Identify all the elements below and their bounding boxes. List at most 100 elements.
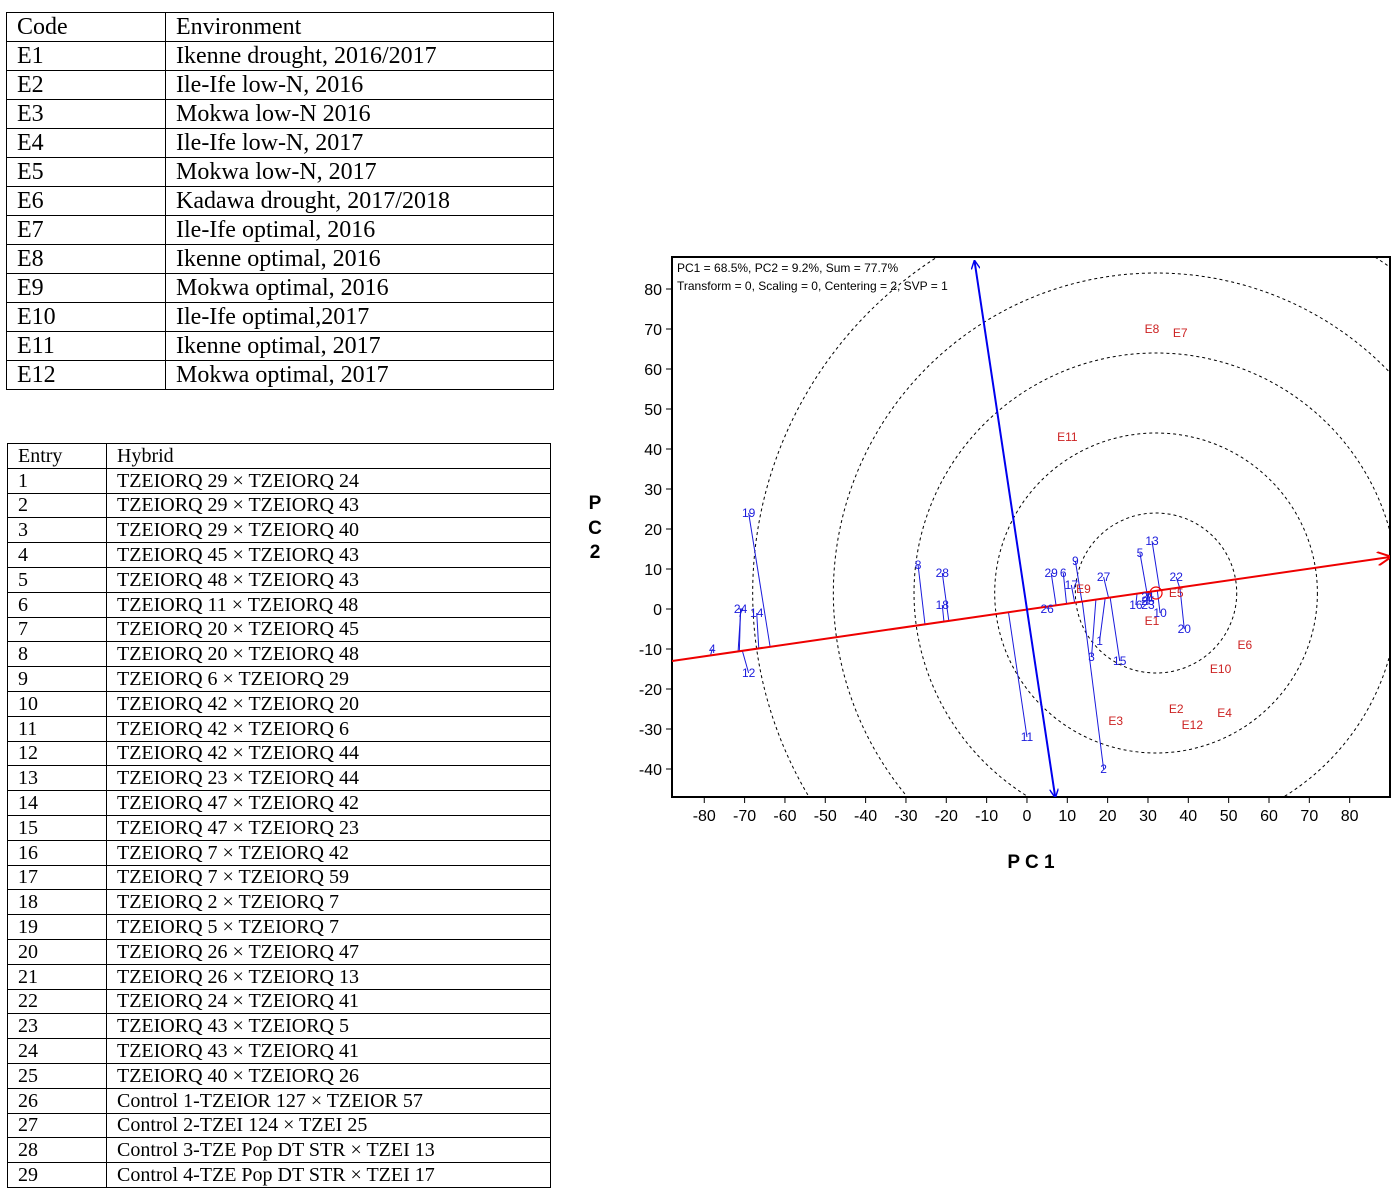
concentric-circle: [1074, 512, 1238, 674]
projection-line: [748, 512, 771, 647]
projection-line: [1062, 572, 1067, 604]
table-cell: TZEIORQ 42 × TZEIORQ 6: [106, 715, 551, 742]
projection-line: [1156, 590, 1161, 614]
concentric-circle: [832, 272, 1390, 797]
table-cell: 1: [7, 467, 107, 494]
table-cell: Mokwa optimal, 2016: [165, 273, 554, 303]
table-cell: E12: [6, 360, 166, 390]
y-tick-label: -20: [639, 682, 662, 699]
perpendicular-axis: [975, 261, 1056, 797]
environment-label: E2: [1169, 702, 1184, 716]
projection-line: [1135, 592, 1138, 606]
genotype-label: 22: [1170, 570, 1184, 584]
hybrid-row: 12 TZEIORQ 42 × TZEIORQ 44: [7, 740, 551, 767]
projection-line: [941, 572, 950, 621]
projection-line: [1103, 576, 1109, 598]
env-row: E4 Ile-Ife low-N, 2017: [6, 128, 554, 158]
hybrid-row: 2 TZEIORQ 29 × TZEIORQ 43: [7, 492, 551, 519]
hybrid-row: 16 TZEIORQ 7 × TZEIORQ 42: [7, 839, 551, 866]
table-cell: 14: [7, 790, 107, 816]
genotype-label: 15: [1113, 654, 1127, 668]
genotype-label: 20: [1178, 622, 1192, 636]
table-cell: 4: [7, 542, 107, 568]
table-cell: TZEIORQ 43 × TZEIORQ 41: [106, 1038, 551, 1064]
genotype-label: 10: [1153, 606, 1167, 620]
hybrid-row: 21 TZEIORQ 26 × TZEIORQ 13: [7, 963, 551, 990]
projection-line: [1081, 600, 1105, 770]
table-cell: 25: [7, 1062, 107, 1089]
genotype-label: 7: [737, 606, 744, 620]
table-cell: Ikenne optimal, 2016: [165, 244, 554, 274]
table-cell: 8: [7, 641, 107, 668]
table-cell: 5: [7, 566, 107, 593]
projection-line: [1074, 560, 1083, 602]
x-tick-label: 80: [1341, 808, 1359, 825]
x-tick-label: -60: [773, 808, 796, 825]
table-cell: TZEIORQ 29 × TZEIORQ 24: [106, 467, 551, 494]
genotype-label: 12: [742, 666, 756, 680]
table-cell: 23: [7, 1013, 107, 1040]
table-cell: Ile-Ife low-N, 2017: [165, 128, 554, 158]
projection-line: [1139, 552, 1148, 592]
table-cell: Ile-Ife low-N, 2016: [165, 70, 554, 100]
env-row: E6 Kadawa drought, 2017/2018: [6, 186, 554, 216]
projection-line: [1179, 586, 1185, 630]
table-cell: E1: [6, 41, 166, 71]
genotype-label: 4: [709, 642, 716, 656]
hybrid-row: 20 TZEIORQ 26 × TZEIORQ 47: [7, 938, 551, 965]
genotype-label: 13: [1145, 534, 1159, 548]
x-tick-label: -40: [854, 808, 877, 825]
table-cell: TZEIORQ 47 × TZEIORQ 23: [106, 814, 551, 841]
projection-line: [1146, 591, 1149, 606]
x-tick-label: 30: [1139, 808, 1157, 825]
table-cell: 18: [7, 889, 107, 916]
genotype-label: 19: [742, 506, 756, 520]
table-cell: 12: [7, 740, 107, 767]
table-cell: TZEIORQ 5 × TZEIORQ 7: [106, 914, 551, 940]
hybrid-row: 15 TZEIORQ 47 × TZEIORQ 23: [7, 814, 551, 841]
x-tick-label: 20: [1099, 808, 1117, 825]
env-row: E12 Mokwa optimal, 2017: [6, 360, 554, 390]
plot-frame: [671, 256, 1391, 798]
genotype-label: 2: [1100, 762, 1107, 776]
table-cell: TZEIORQ 42 × TZEIORQ 20: [106, 690, 551, 717]
genotype-label: 17: [1065, 578, 1079, 592]
table-cell: 21: [7, 963, 107, 990]
genotype-label: 24: [734, 602, 748, 616]
y-tick-label: 50: [644, 402, 662, 419]
table-cell: Ikenne optimal, 2017: [165, 331, 554, 361]
table-cell: Ikenne drought, 2016/2017: [165, 41, 554, 71]
table-cell: TZEIORQ 20 × TZEIORQ 48: [106, 641, 551, 668]
genotype-label: 1: [1096, 634, 1103, 648]
env-row: E5 Mokwa low-N, 2017: [6, 157, 554, 187]
genotype-label: 21: [1141, 590, 1155, 604]
table-cell: Mokwa low-N, 2017: [165, 157, 554, 187]
genotype-label: 6: [1060, 566, 1067, 580]
column-header: Entry: [7, 443, 107, 469]
environment-label: E4: [1217, 706, 1232, 720]
hybrid-row: 27 Control 2-TZEI 124 × TZEI 25: [7, 1112, 551, 1139]
x-tick-label: -30: [894, 808, 917, 825]
y-tick-label: 20: [644, 522, 662, 539]
environment-table: Code Environment E1 Ikenne drought, 2016/20…: [6, 12, 554, 390]
table-cell: E8: [6, 244, 166, 274]
hybrid-row: 11 TZEIORQ 42 × TZEIORQ 6: [7, 715, 551, 742]
environment-label: E11: [1057, 430, 1078, 444]
table-cell: E6: [6, 186, 166, 216]
env-row: E1 Ikenne drought, 2016/2017: [6, 41, 554, 71]
genotype-label: 5: [1137, 546, 1144, 560]
table-cell: 13: [7, 765, 107, 792]
table-cell: TZEIORQ 23 × TZEIORQ 44: [106, 765, 551, 792]
hybrid-row: 10 TZEIORQ 42 × TZEIORQ 20: [7, 690, 551, 717]
info-line-2: Transform = 0, Scaling = 0, Centering = …: [677, 279, 948, 293]
hybrid-row: 5 TZEIORQ 48 × TZEIORQ 43: [7, 566, 551, 593]
table-cell: TZEIORQ 6 × TZEIORQ 29: [106, 666, 551, 692]
column-header: Hybrid: [106, 443, 551, 469]
y-tick-label: 70: [644, 322, 662, 339]
table-cell: TZEIORQ 40 × TZEIORQ 26: [106, 1062, 551, 1089]
table-cell: 24: [7, 1038, 107, 1064]
y-tick-label: -30: [639, 722, 662, 739]
table-cell: 19: [7, 914, 107, 940]
environment-label: E1: [1145, 614, 1160, 628]
table-cell: TZEIORQ 29 × TZEIORQ 40: [106, 517, 551, 544]
